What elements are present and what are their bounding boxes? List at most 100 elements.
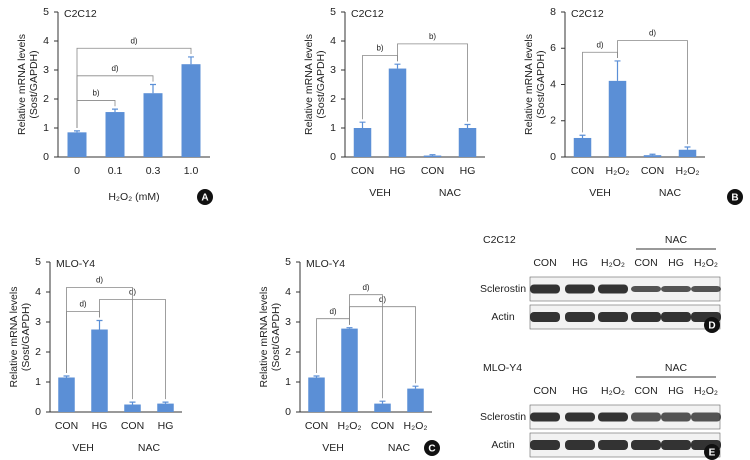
group-label: NAC xyxy=(138,442,161,454)
lane-label: HG xyxy=(668,257,684,269)
y-axis-label: Relative mRNA levels xyxy=(8,287,20,388)
chart-title: C2C12 xyxy=(571,8,604,20)
x-tick-label: H₂O₂ xyxy=(676,165,700,177)
y-axis-label: Relative mRNA levels xyxy=(303,34,315,135)
y-axis-label: (Sost/GAPDH) xyxy=(20,303,32,371)
blot-band xyxy=(598,412,628,422)
error-bar xyxy=(579,134,586,138)
group-label: VEH xyxy=(72,442,94,454)
x-tick-label: HG xyxy=(158,420,174,432)
error-bar xyxy=(649,153,656,156)
bar xyxy=(143,93,163,157)
y-axis-label: (Sost/GAPDH) xyxy=(315,50,327,118)
y-tick-label: 0 xyxy=(35,406,41,418)
blot-band xyxy=(565,412,595,422)
bar xyxy=(388,68,407,157)
y-tick-label: 5 xyxy=(43,6,49,18)
lane-label: H₂O₂ xyxy=(601,257,625,269)
y-tick-label: 3 xyxy=(330,64,336,76)
y-tick-label: 4 xyxy=(35,286,41,298)
x-tick-label: CON xyxy=(121,420,144,432)
bar xyxy=(423,155,442,157)
group-label: VEH xyxy=(369,187,391,199)
error-bar xyxy=(379,400,386,404)
significance-bracket xyxy=(66,287,133,400)
blot-band xyxy=(661,440,691,450)
y-tick-label: 4 xyxy=(285,286,291,298)
y-axis-label: Relative mRNA levels xyxy=(16,34,28,135)
x-tick-label: CON xyxy=(55,420,78,432)
y-tick-label: 2 xyxy=(43,93,49,105)
blot-band xyxy=(530,312,560,322)
blot-band xyxy=(661,412,691,422)
significance-label: d) xyxy=(649,29,656,38)
error-bar xyxy=(188,56,194,65)
x-tick-label: CON xyxy=(305,420,328,432)
bar xyxy=(458,128,477,157)
bar xyxy=(91,329,108,412)
x-axis-label: H₂O₂ (mM) xyxy=(108,191,159,203)
blot-band xyxy=(691,286,721,292)
lane-label: H₂O₂ xyxy=(694,257,718,269)
y-tick-label: 4 xyxy=(550,78,556,90)
error-bar xyxy=(346,327,353,329)
error-bar xyxy=(112,108,118,113)
significance-label: d) xyxy=(96,276,103,285)
panel-label: C xyxy=(428,444,435,455)
panel-label: A xyxy=(201,193,208,204)
y-tick-label: 3 xyxy=(43,64,49,76)
bar xyxy=(105,112,125,157)
blot-group: NAC xyxy=(665,362,688,374)
error-bar xyxy=(429,154,436,156)
y-tick-label: 3 xyxy=(285,316,291,328)
y-tick-label: 0 xyxy=(285,406,291,418)
blot-band xyxy=(565,284,595,294)
significance-label: d) xyxy=(130,36,137,45)
group-label: NAC xyxy=(388,442,411,454)
lane-label: H₂O₂ xyxy=(694,385,718,397)
bar xyxy=(608,80,627,157)
x-tick-label: CON xyxy=(351,165,374,177)
y-tick-label: 2 xyxy=(35,346,41,358)
error-bar xyxy=(359,121,366,128)
y-tick-label: 2 xyxy=(330,93,336,105)
lane-label: HG xyxy=(668,385,684,397)
bar xyxy=(157,403,174,412)
blot-group: NAC xyxy=(665,234,688,246)
x-tick-label: H₂O₂ xyxy=(404,420,428,432)
blot-band xyxy=(530,440,560,450)
panel-badge xyxy=(197,189,213,205)
bar xyxy=(308,377,325,412)
blot-band xyxy=(565,440,595,450)
panel-label: D xyxy=(708,321,715,332)
x-tick-label: 0.3 xyxy=(146,165,161,177)
row-label: Sclerostin xyxy=(480,283,526,295)
row-label: Sclerostin xyxy=(480,411,526,423)
blot-band xyxy=(631,312,661,322)
error-bar xyxy=(63,375,70,378)
significance-label: d) xyxy=(79,300,86,309)
error-bar xyxy=(614,60,621,81)
lane-label: CON xyxy=(634,257,657,269)
x-tick-label: HG xyxy=(390,165,406,177)
bar xyxy=(58,377,75,412)
y-axis-label: Relative mRNA levels xyxy=(258,287,270,388)
blot-band xyxy=(598,312,628,322)
chart-title: MLO-Y4 xyxy=(56,258,95,270)
significance-label: b) xyxy=(376,44,383,53)
significance-bracket xyxy=(617,40,688,145)
y-tick-label: 0 xyxy=(550,151,556,163)
significance-bracket xyxy=(76,47,192,128)
lane-label: CON xyxy=(533,385,556,397)
y-tick-label: 1 xyxy=(35,376,41,388)
y-tick-label: 3 xyxy=(35,316,41,328)
error-bar xyxy=(96,319,103,330)
error-bar xyxy=(394,63,401,69)
bar xyxy=(407,388,424,412)
row-label: Actin xyxy=(491,311,515,323)
bar xyxy=(341,328,358,412)
y-tick-label: 0 xyxy=(43,151,49,163)
bar xyxy=(678,149,697,157)
error-bar xyxy=(162,401,169,404)
